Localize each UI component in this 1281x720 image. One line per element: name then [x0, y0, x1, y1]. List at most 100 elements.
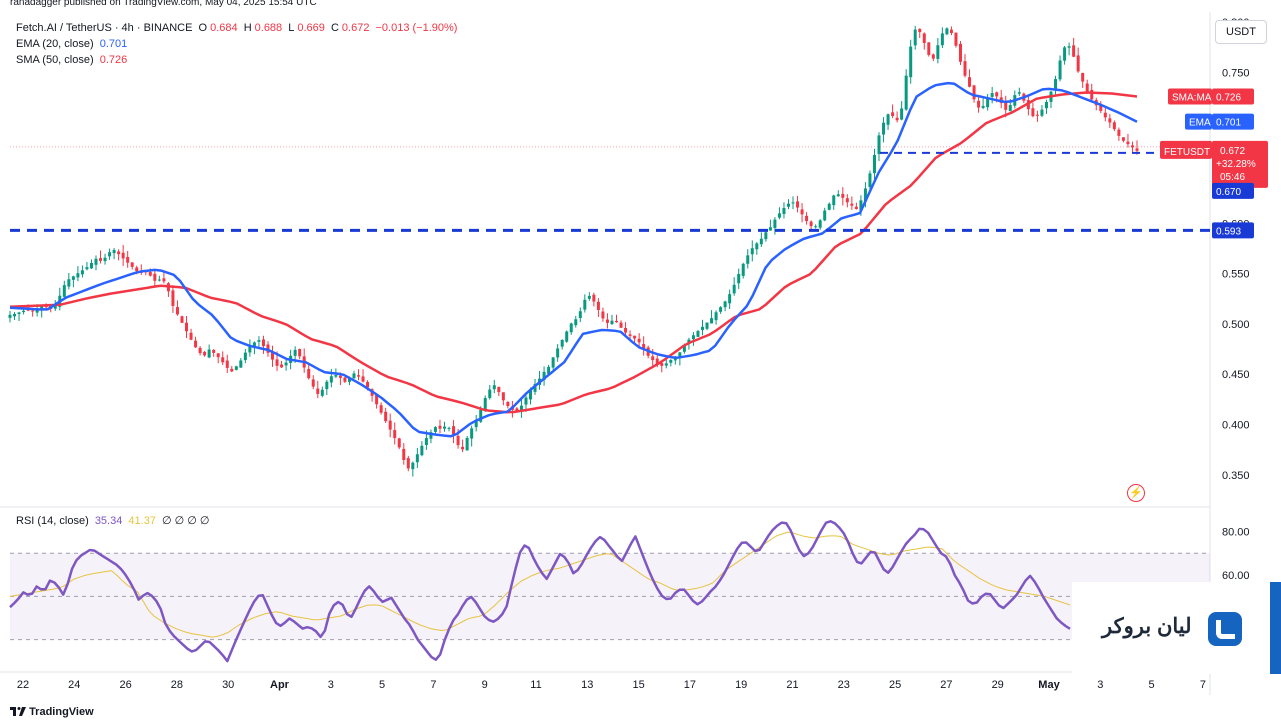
candle-body — [438, 425, 442, 429]
candle-body — [252, 342, 256, 347]
candle-body — [185, 322, 189, 332]
candle-body — [768, 227, 772, 231]
badge-sma-value-bg — [1212, 88, 1254, 105]
candle-body — [157, 279, 161, 281]
candle-body — [126, 256, 130, 263]
candle-body — [275, 359, 279, 366]
tradingview-footer[interactable]: TradingView — [10, 706, 94, 718]
candle-body — [456, 435, 460, 446]
candle-body — [402, 448, 406, 460]
candle-body — [922, 33, 926, 43]
candle-body — [854, 206, 858, 210]
candle-body — [393, 430, 397, 439]
candle-body — [257, 340, 261, 342]
time-axis-tick: 22 — [17, 679, 29, 691]
candle-body — [307, 368, 311, 379]
candle-body — [786, 203, 790, 207]
time-axis-tick: 19 — [735, 679, 747, 691]
candle-body — [474, 419, 478, 428]
candle-body — [741, 263, 745, 276]
symbol-legend[interactable]: Fetch.AI / TetherUS · 4h · BINANCE O 0.68… — [16, 22, 460, 34]
candle-body — [443, 426, 447, 429]
candle-body — [759, 238, 763, 245]
candle-body — [352, 373, 356, 379]
price-axis-tick: 0.400 — [1222, 420, 1250, 432]
candle-body — [904, 75, 908, 110]
lightning-icon[interactable]: ⚡ — [1127, 484, 1145, 502]
candle-body — [551, 357, 555, 368]
candle-body — [728, 294, 732, 304]
candle-body — [628, 334, 632, 336]
candle-body — [868, 173, 872, 187]
candle-body — [1135, 148, 1139, 151]
candle-body — [542, 371, 546, 381]
candle-body — [773, 219, 777, 228]
candle-body — [909, 46, 913, 78]
candle-body — [284, 362, 288, 366]
candle-body — [35, 308, 39, 313]
candle-body — [569, 323, 573, 333]
ema-legend[interactable]: EMA (20, close) 0.701 — [16, 38, 130, 50]
candle-body — [900, 108, 904, 120]
candle-body — [660, 363, 664, 366]
candle-body — [447, 427, 451, 429]
candle-body — [1117, 129, 1121, 136]
time-axis-tick: 17 — [684, 679, 696, 691]
time-axis-tick: 15 — [632, 679, 644, 691]
candle-body — [135, 267, 139, 272]
candle-body — [1031, 108, 1035, 117]
candle-body — [366, 381, 370, 388]
candle-body — [705, 322, 709, 329]
candle-body — [750, 248, 754, 255]
candle-body — [67, 279, 71, 287]
candle-body — [746, 255, 750, 264]
badge-last-bg — [1212, 140, 1268, 188]
candle-body — [841, 193, 845, 198]
candle-body — [624, 328, 628, 333]
candle-body — [424, 438, 428, 445]
candle-body — [429, 432, 433, 439]
time-axis-tick: 11 — [530, 679, 541, 691]
time-axis-tick: 5 — [379, 679, 385, 691]
rsi-ma-value: 41.37 — [128, 515, 156, 527]
candle-body — [719, 307, 723, 312]
candle-body — [949, 29, 953, 33]
candle-body — [411, 462, 415, 470]
candle-body — [234, 366, 238, 370]
candle-body — [637, 338, 641, 343]
close-value: 0.672 — [341, 22, 370, 34]
time-axis-tick: Apr — [270, 679, 290, 691]
candle-body — [764, 232, 768, 240]
candle-body — [1004, 101, 1008, 110]
candle-body — [261, 339, 265, 347]
candle-body — [325, 381, 329, 390]
candle-body — [17, 312, 21, 314]
candle-body — [877, 135, 881, 155]
candle-body — [239, 360, 243, 368]
rsi-legend[interactable]: RSI (14, close) 35.34 41.37 ∅ ∅ ∅ ∅ — [16, 514, 213, 527]
candle-body — [872, 154, 876, 174]
rsi-ma-line — [9, 531, 1071, 638]
candle-body — [633, 335, 637, 339]
candle-body — [605, 319, 609, 323]
rsi-extra-values: ∅ ∅ ∅ ∅ — [162, 515, 210, 527]
candle-body — [669, 359, 673, 363]
candle-body — [103, 257, 107, 262]
candle-body — [121, 252, 125, 259]
candle-body — [461, 446, 465, 450]
candle-body — [845, 198, 849, 203]
sma-legend[interactable]: SMA (50, close) 0.726 — [16, 54, 130, 66]
currency-button[interactable]: USDT — [1215, 20, 1267, 44]
high-label: H — [243, 22, 252, 34]
candle-body — [243, 352, 247, 361]
candle-body — [280, 364, 284, 368]
candle-body — [714, 312, 718, 321]
candle-body — [1081, 72, 1085, 82]
badge-level-support-bg — [1212, 222, 1254, 239]
candle-body — [162, 278, 166, 282]
candle-body — [1130, 145, 1134, 148]
candle-body — [800, 209, 804, 215]
candle-body — [664, 363, 668, 366]
sma-line — [9, 91, 1138, 414]
